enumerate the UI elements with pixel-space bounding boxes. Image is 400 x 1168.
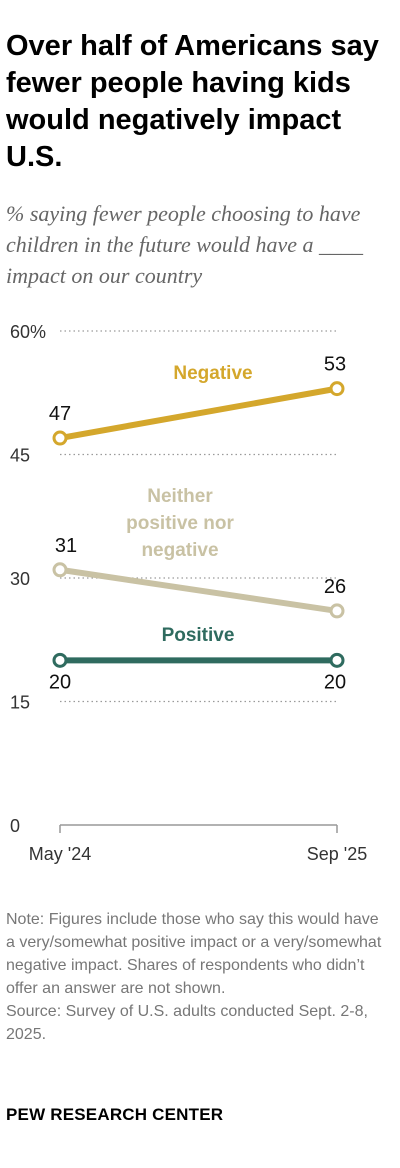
data-point [329, 652, 345, 668]
source-text: Source: Survey of U.S. adults conducted … [6, 1003, 368, 1043]
series-lines [52, 381, 345, 668]
x-tick-label: Sep '25 [307, 844, 368, 864]
series-line [57, 385, 340, 442]
x-axis: May '24 Sep '25 [29, 824, 368, 864]
x-tick-label: May '24 [29, 844, 91, 864]
data-label: 26 [324, 576, 346, 598]
data-label: 31 [55, 535, 77, 557]
labels: 47 53 31 26 20 20 Negative Neither positive nor n… [49, 354, 346, 694]
gridlines: 0 15 30 45 60% [10, 322, 337, 836]
data-point [52, 430, 68, 446]
series-name-label: Neither [147, 486, 213, 507]
note-text: Note: Figures include those who say this… [6, 911, 382, 997]
y-tick-label: 15 [10, 693, 30, 713]
series-name-label: Negative [173, 363, 252, 384]
series-name-label: Positive [162, 625, 235, 646]
data-point [52, 652, 68, 668]
data-point [329, 603, 345, 619]
chart-title: Over half of Americans say fewer people … [6, 30, 379, 173]
series-name-label: positive nor [126, 513, 234, 534]
brand-logo-text: PEW RESEARCH CENTER [6, 1105, 224, 1124]
y-tick-label: 0 [10, 816, 20, 836]
y-tick-label: 30 [10, 569, 30, 589]
chart-notes: Note: Figures include those who say this… [6, 908, 386, 1046]
data-label: 53 [324, 354, 346, 376]
y-tick-label: 45 [10, 446, 30, 466]
data-label: 20 [49, 671, 71, 693]
data-point [52, 562, 68, 578]
series-line [57, 566, 340, 614]
y-tick-label: 60% [10, 322, 46, 342]
data-point [329, 381, 345, 397]
chart-subtitle: % saying fewer people choosing to have c… [6, 201, 364, 288]
data-label: 20 [324, 671, 346, 693]
data-label: 47 [49, 403, 71, 425]
series-name-label: negative [141, 540, 218, 561]
